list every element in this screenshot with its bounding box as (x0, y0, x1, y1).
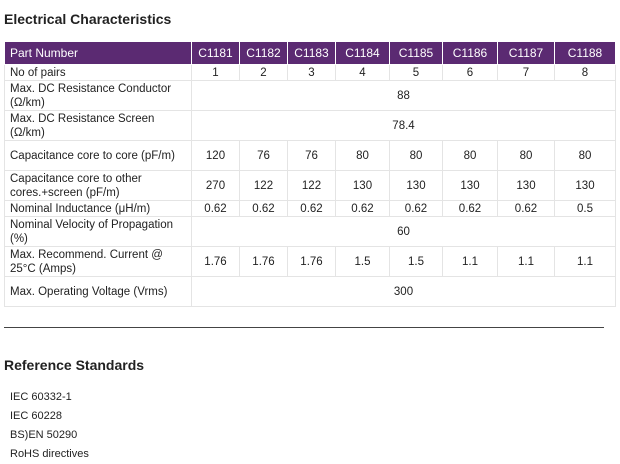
row-label: Max. Operating Voltage (Vrms) (4, 276, 192, 307)
reference-standards-list: IEC 60332-1 IEC 60228 BS)EN 50290 RoHS d… (10, 388, 89, 464)
table-row: Capacitance core to core (pF/m) 120 76 7… (4, 140, 616, 171)
table-cell: 80 (554, 140, 616, 171)
table-cell: 76 (287, 140, 336, 171)
table-cell: 130 (554, 170, 616, 201)
column-header: C1183 (287, 41, 336, 65)
column-header: C1181 (191, 41, 240, 65)
table-header-row: Part Number C1181 C1182 C1183 C1184 C118… (4, 41, 616, 65)
table-cell: 1.5 (389, 246, 443, 277)
table-row: Max. DC Resistance Conductor (Ω/km) 88 (4, 80, 616, 111)
table-cell: 1.1 (554, 246, 616, 277)
row-label: Max. DC Resistance Screen (Ω/km) (4, 110, 192, 141)
section-divider (4, 327, 604, 328)
row-label: Max. Recommend. Current @ 25°C (Amps) (4, 246, 192, 277)
table-cell: 1.76 (239, 246, 288, 277)
table-cell: 0.62 (191, 200, 240, 217)
table-cell: 130 (389, 170, 443, 201)
table-cell: 80 (335, 140, 390, 171)
column-header: C1188 (554, 41, 616, 65)
list-item: IEC 60228 (10, 410, 62, 422)
table-cell: 0.62 (335, 200, 390, 217)
column-header: C1186 (442, 41, 498, 65)
table-cell: 1.76 (287, 246, 336, 277)
row-label: Capacitance core to core (pF/m) (4, 140, 192, 171)
table-cell: 0.62 (287, 200, 336, 217)
merged-value-cell: 78.4 (191, 110, 616, 141)
electrical-characteristics-table: Part Number C1181 C1182 C1183 C1184 C118… (4, 41, 616, 307)
table-cell: 0.62 (497, 200, 555, 217)
table-cell: 80 (497, 140, 555, 171)
table-cell: 270 (191, 170, 240, 201)
column-header: C1184 (335, 41, 390, 65)
merged-value-cell: 88 (191, 80, 616, 111)
table-row: Max. Recommend. Current @ 25°C (Amps) 1.… (4, 246, 616, 277)
column-header: C1187 (497, 41, 555, 65)
table-row: No of pairs 1 2 3 4 5 6 7 8 (4, 64, 616, 81)
table-cell: 4 (335, 64, 390, 81)
row-label: Nominal Inductance (μH/m) (4, 200, 192, 217)
table-cell: 0.62 (442, 200, 498, 217)
table-cell: 6 (442, 64, 498, 81)
column-header: C1185 (389, 41, 443, 65)
list-item: RoHS directives (10, 448, 89, 460)
table-cell: 1.1 (442, 246, 498, 277)
table-cell: 122 (287, 170, 336, 201)
row-label: Nominal Velocity of Propagation (%) (4, 216, 192, 247)
row-label: Capacitance core to other cores.+screen … (4, 170, 192, 201)
row-label: No of pairs (4, 64, 192, 81)
table-cell: 1.5 (335, 246, 390, 277)
part-number-header: Part Number (4, 41, 192, 65)
table-cell: 1.1 (497, 246, 555, 277)
table-cell: 130 (497, 170, 555, 201)
row-label: Max. DC Resistance Conductor (Ω/km) (4, 80, 192, 111)
table-cell: 1.76 (191, 246, 240, 277)
table-row: Max. Operating Voltage (Vrms) 300 (4, 276, 616, 307)
column-header: C1182 (239, 41, 288, 65)
table-row: Nominal Inductance (μH/m) 0.62 0.62 0.62… (4, 200, 616, 217)
table-cell: 0.5 (554, 200, 616, 217)
table-cell: 80 (389, 140, 443, 171)
table-cell: 80 (442, 140, 498, 171)
table-cell: 3 (287, 64, 336, 81)
merged-value-cell: 60 (191, 216, 616, 247)
table-cell: 76 (239, 140, 288, 171)
list-item: IEC 60332-1 (10, 391, 72, 403)
electrical-characteristics-title: Electrical Characteristics (4, 11, 172, 27)
table-cell: 5 (389, 64, 443, 81)
table-cell: 1 (191, 64, 240, 81)
table-row: Max. DC Resistance Screen (Ω/km) 78.4 (4, 110, 616, 141)
table-cell: 7 (497, 64, 555, 81)
table-cell: 8 (554, 64, 616, 81)
list-item: BS)EN 50290 (10, 429, 78, 441)
table-cell: 120 (191, 140, 240, 171)
table-cell: 122 (239, 170, 288, 201)
table-cell: 130 (335, 170, 390, 201)
table-cell: 0.62 (239, 200, 288, 217)
table-cell: 130 (442, 170, 498, 201)
reference-standards-title: Reference Standards (4, 357, 145, 373)
table-cell: 0.62 (389, 200, 443, 217)
table-row: Nominal Velocity of Propagation (%) 60 (4, 216, 616, 247)
table-row: Capacitance core to other cores.+screen … (4, 170, 616, 201)
merged-value-cell: 300 (191, 276, 616, 307)
table-cell: 2 (239, 64, 288, 81)
